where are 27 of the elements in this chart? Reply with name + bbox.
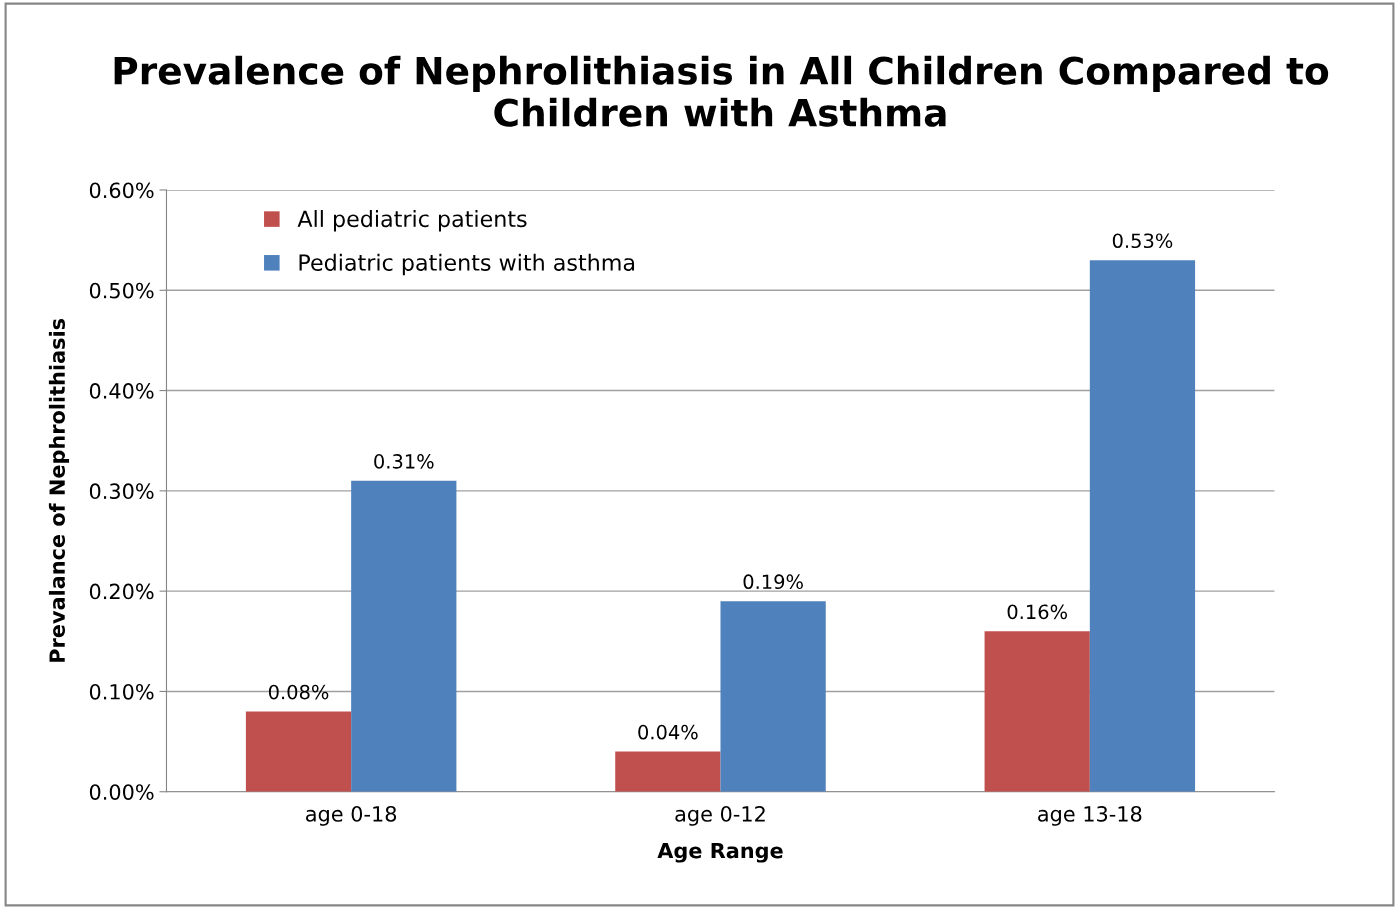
data-label: 0.31% — [374, 454, 434, 469]
bar — [984, 631, 1090, 792]
x-tick-label: age 0-18 — [306, 806, 397, 826]
legend-label: Pediatric patients with asthma — [299, 253, 635, 276]
data-label: 0.08% — [268, 684, 329, 700]
bar — [1089, 260, 1196, 792]
legend-label: All pediatric patients — [297, 209, 527, 232]
bar — [245, 711, 352, 792]
y-tick-label: 0.00% — [89, 784, 154, 800]
bar — [351, 480, 457, 792]
y-tick-label: 0.20% — [89, 583, 154, 600]
bar — [720, 601, 826, 792]
bar — [615, 751, 721, 792]
y-tick-label: 0.60% — [89, 182, 154, 199]
y-axis-title: Prevalance of Nephrolithiasis — [48, 318, 70, 662]
x-tick-label: age 0-12 — [675, 806, 765, 826]
y-tick-label: 0.30% — [89, 483, 154, 500]
data-label: 0.19% — [743, 574, 803, 590]
y-tick-label: 0.10% — [89, 683, 154, 700]
data-label: 0.04% — [638, 724, 698, 740]
y-tick-label: 0.50% — [89, 282, 154, 299]
y-tick-label: 0.40% — [89, 383, 154, 399]
chart-title: Prevalence of Nephrolithiasis in All Children Compared to Children with Asthma — [114, 55, 1329, 127]
data-label: 0.53% — [1112, 233, 1173, 249]
data-label: 0.16% — [1007, 604, 1067, 620]
x-tick-label: age 13-18 — [1038, 806, 1142, 826]
x-axis-title: Age Range — [657, 842, 783, 863]
